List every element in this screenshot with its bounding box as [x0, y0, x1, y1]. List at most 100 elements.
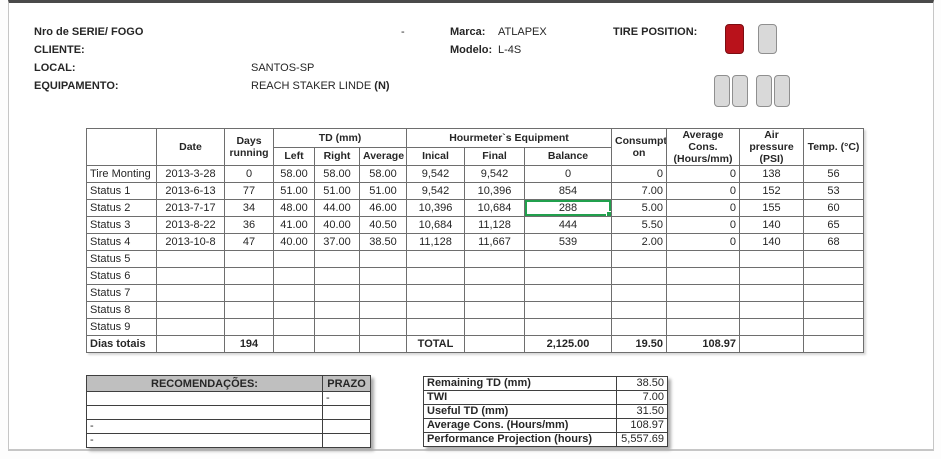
data-cell[interactable] — [803, 284, 864, 302]
data-cell[interactable] — [406, 250, 465, 268]
row-label-cell[interactable]: Status 7 — [86, 284, 157, 302]
data-cell[interactable] — [314, 301, 360, 319]
totals-cell[interactable] — [739, 335, 804, 353]
data-cell[interactable] — [666, 267, 740, 285]
data-cell[interactable]: 51.00 — [314, 182, 360, 200]
totals-cell[interactable] — [803, 335, 864, 353]
data-cell[interactable]: 37.00 — [314, 233, 360, 251]
data-cell[interactable]: 46.00 — [359, 199, 407, 217]
data-cell[interactable] — [406, 301, 465, 319]
data-cell[interactable] — [524, 250, 612, 268]
totals-cell[interactable] — [156, 335, 225, 353]
prazo-cell[interactable] — [322, 419, 371, 434]
data-cell[interactable]: 10,396 — [406, 199, 465, 217]
data-cell[interactable]: 5.50 — [611, 216, 667, 234]
row-label-cell[interactable]: Status 9 — [86, 318, 157, 336]
recommendation-cell[interactable]: - — [86, 419, 323, 434]
data-cell[interactable]: 138 — [739, 165, 804, 183]
data-cell[interactable] — [524, 267, 612, 285]
data-cell[interactable] — [739, 301, 804, 319]
totals-cell[interactable] — [273, 335, 315, 353]
prazo-cell[interactable] — [322, 433, 371, 448]
data-cell[interactable]: 11,128 — [464, 216, 525, 234]
data-cell[interactable]: 2013-6-13 — [156, 182, 225, 200]
totals-cell[interactable]: Dias totais — [86, 335, 157, 353]
data-cell[interactable] — [739, 250, 804, 268]
equipamento-value[interactable]: REACH STAKER LINDE (N) — [251, 80, 390, 92]
data-cell[interactable]: 2.00 — [611, 233, 667, 251]
data-cell[interactable]: 51.00 — [359, 182, 407, 200]
data-cell[interactable]: 11,667 — [464, 233, 525, 251]
row-label-cell[interactable]: Status 5 — [86, 250, 157, 268]
data-cell[interactable]: 9,542 — [406, 182, 465, 200]
data-cell[interactable] — [359, 267, 407, 285]
data-cell[interactable] — [156, 301, 225, 319]
data-cell[interactable] — [666, 284, 740, 302]
data-cell[interactable] — [464, 284, 525, 302]
data-cell[interactable] — [611, 250, 667, 268]
data-cell[interactable] — [666, 250, 740, 268]
data-cell[interactable]: 34 — [224, 199, 274, 217]
data-cell[interactable] — [224, 267, 274, 285]
data-cell[interactable]: 155 — [739, 199, 804, 217]
data-cell[interactable] — [273, 267, 315, 285]
data-cell[interactable] — [739, 267, 804, 285]
data-cell[interactable] — [156, 318, 225, 336]
data-cell[interactable] — [406, 267, 465, 285]
data-cell[interactable] — [524, 284, 612, 302]
data-cell[interactable] — [611, 284, 667, 302]
summary-value[interactable]: 7.00 — [616, 390, 668, 405]
data-cell[interactable] — [611, 267, 667, 285]
data-cell[interactable] — [739, 318, 804, 336]
prazo-cell[interactable]: - — [322, 391, 371, 406]
data-cell[interactable] — [359, 284, 407, 302]
data-cell[interactable] — [803, 267, 864, 285]
data-cell[interactable]: 36 — [224, 216, 274, 234]
data-cell[interactable] — [803, 318, 864, 336]
data-cell[interactable]: 58.00 — [359, 165, 407, 183]
data-cell[interactable] — [359, 301, 407, 319]
data-cell[interactable] — [156, 267, 225, 285]
data-cell[interactable] — [803, 250, 864, 268]
data-cell[interactable] — [359, 318, 407, 336]
data-cell[interactable]: 10,684 — [464, 199, 525, 217]
data-cell[interactable]: 0 — [611, 165, 667, 183]
data-cell[interactable] — [224, 318, 274, 336]
data-cell[interactable] — [314, 267, 360, 285]
data-cell[interactable]: 40.00 — [314, 216, 360, 234]
data-cell[interactable]: 152 — [739, 182, 804, 200]
data-cell[interactable]: 65 — [803, 216, 864, 234]
data-cell[interactable]: 9,542 — [464, 165, 525, 183]
data-cell[interactable]: 41.00 — [273, 216, 315, 234]
serial-value[interactable]: - — [401, 26, 405, 38]
data-cell[interactable] — [314, 284, 360, 302]
data-cell[interactable] — [273, 318, 315, 336]
data-cell[interactable]: 0 — [666, 216, 740, 234]
data-cell[interactable]: 444 — [524, 216, 612, 234]
data-cell[interactable]: 0 — [524, 165, 612, 183]
data-cell[interactable] — [611, 318, 667, 336]
totals-cell[interactable]: 108.97 — [666, 335, 740, 353]
data-cell[interactable] — [464, 301, 525, 319]
data-cell[interactable] — [464, 267, 525, 285]
data-cell[interactable]: 9,542 — [406, 165, 465, 183]
data-cell[interactable]: 0 — [666, 199, 740, 217]
data-cell[interactable]: 40.00 — [273, 233, 315, 251]
data-cell[interactable]: 38.50 — [359, 233, 407, 251]
selected-cell[interactable]: 288 — [524, 199, 612, 217]
data-cell[interactable] — [406, 318, 465, 336]
data-cell[interactable]: 2013-7-17 — [156, 199, 225, 217]
data-cell[interactable]: 2013-8-22 — [156, 216, 225, 234]
totals-cell[interactable]: TOTAL — [406, 335, 465, 353]
data-cell[interactable]: 44.00 — [314, 199, 360, 217]
recommendation-cell[interactable]: - — [86, 433, 323, 448]
data-cell[interactable]: 539 — [524, 233, 612, 251]
data-cell[interactable] — [224, 284, 274, 302]
data-cell[interactable]: 2013-10-8 — [156, 233, 225, 251]
data-cell[interactable] — [359, 250, 407, 268]
summary-value[interactable]: 38.50 — [616, 376, 668, 391]
totals-cell[interactable] — [359, 335, 407, 353]
row-label-cell[interactable]: Status 2 — [86, 199, 157, 217]
data-cell[interactable] — [224, 301, 274, 319]
recommendation-cell[interactable] — [86, 405, 323, 420]
